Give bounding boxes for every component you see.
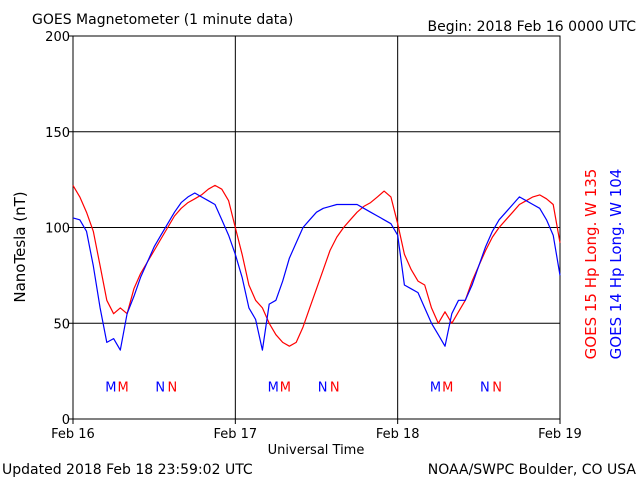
axis-ticks: 0 50 100 150 200 Feb 16 Feb 17 Feb 18 Feb 19 (45, 30, 582, 442)
chart-title: GOES Magnetometer (1 minute data) (32, 12, 293, 28)
credit-text: NOAA/SWPC Boulder, CO USA (428, 462, 637, 478)
begin-time: Begin: 2018 Feb 16 0000 UTC (428, 19, 637, 35)
y-tick-label: 0 (62, 413, 70, 428)
x-tick-label: Feb 19 (538, 427, 582, 442)
x-tick-label: Feb 16 (51, 427, 95, 442)
y-tick-label: 100 (45, 222, 70, 237)
x-tick-label: Feb 18 (376, 427, 420, 442)
mn-marker: N (168, 380, 178, 395)
grid-lines (73, 36, 560, 419)
series-layer (72, 184, 561, 351)
mn-marker: M (430, 380, 441, 395)
mn-marker: N (492, 380, 502, 395)
mn-marker: M (105, 380, 116, 395)
updated-time: Updated 2018 Feb 18 23:59:02 UTC (2, 462, 253, 478)
mn-marker: M (268, 380, 279, 395)
mn-marker: N (330, 380, 340, 395)
legend-goes15: GOES 15 Hp Long. W 135 (582, 169, 600, 360)
mn-marker: N (155, 380, 165, 395)
x-tick-label: Feb 17 (213, 427, 257, 442)
mn-marker: M (280, 380, 291, 395)
legend-goes14: GOES 14 Hp Long. W 104 (607, 169, 625, 360)
y-tick-label: 50 (53, 317, 70, 332)
mn-marker: N (480, 380, 490, 395)
y-tick-label: 150 (45, 126, 70, 141)
x-axis-label: Universal Time (268, 443, 365, 458)
series-line-1 (72, 192, 561, 351)
mn-marker: M (117, 380, 128, 395)
y-axis-label: NanoTesla (nT) (11, 191, 29, 302)
y-tick-label: 200 (45, 30, 70, 45)
mn-marker: M (442, 380, 453, 395)
mn-marker: N (318, 380, 328, 395)
